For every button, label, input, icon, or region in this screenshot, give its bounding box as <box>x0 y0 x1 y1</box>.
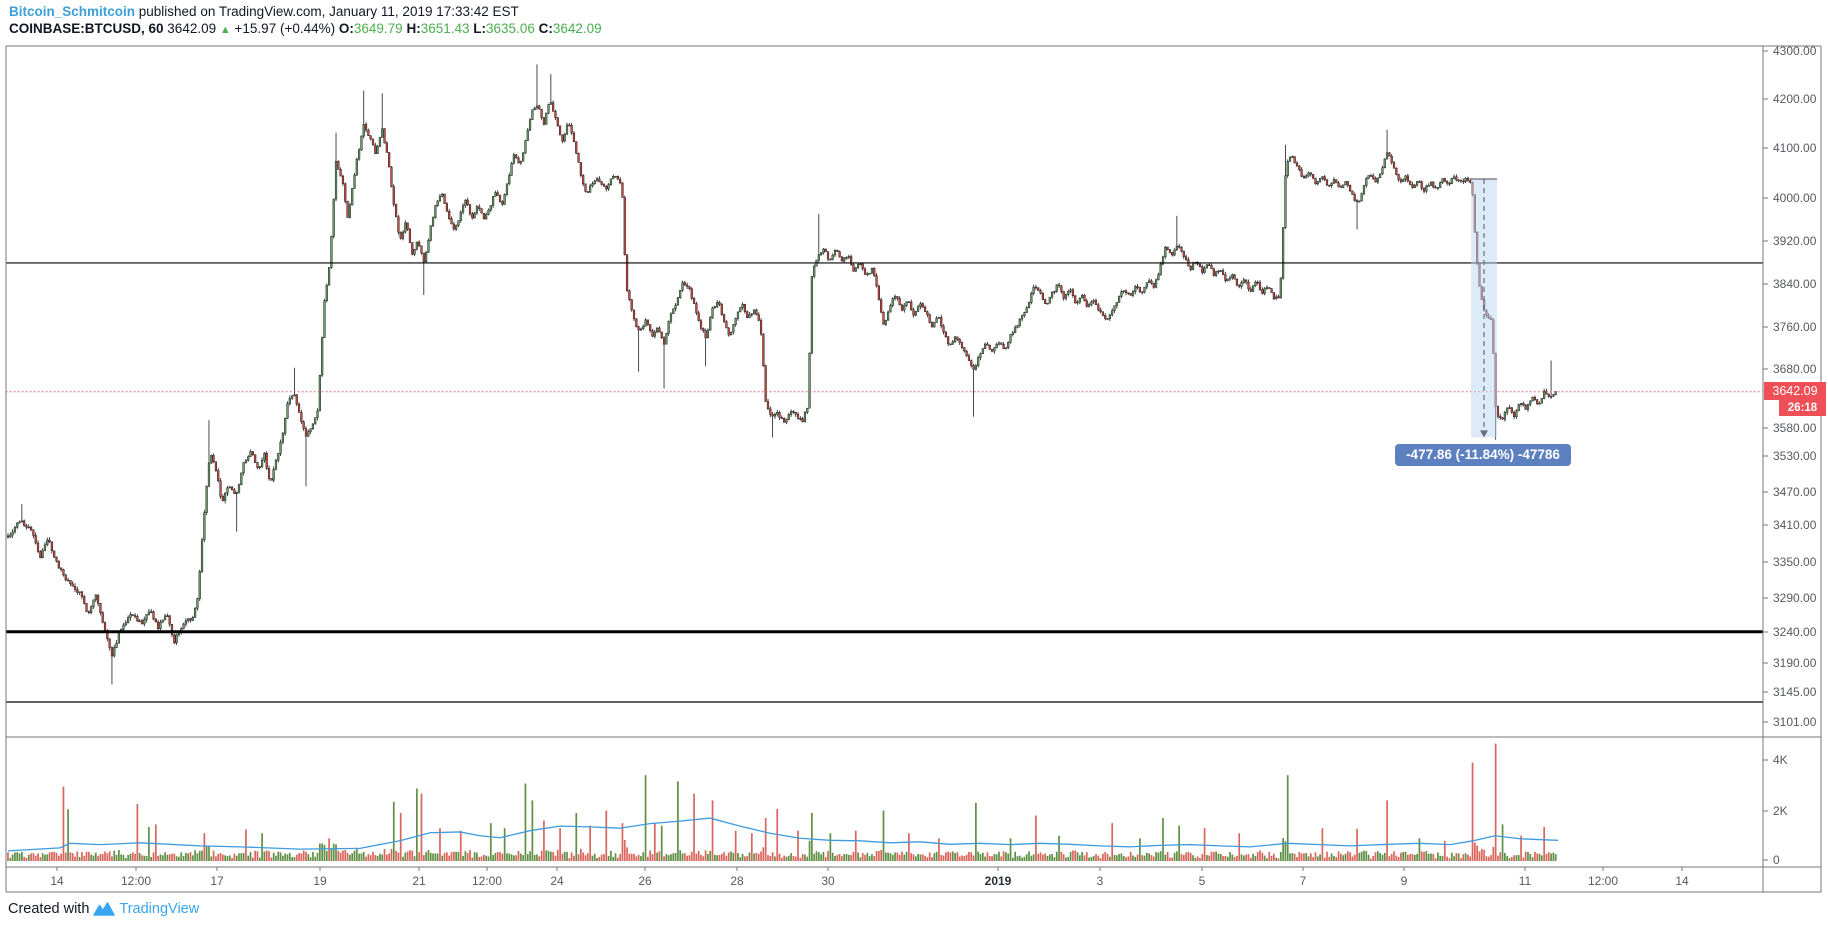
time-axis[interactable] <box>6 867 1763 892</box>
time-tick-label: 11 <box>1519 874 1532 888</box>
high-label: H: <box>406 21 421 36</box>
tradingview-brand-link[interactable]: TradingView <box>119 901 200 917</box>
open-value: 3649.79 <box>353 21 403 36</box>
price-tick-label: 3290.00 <box>1773 591 1817 605</box>
high-value: 3651.43 <box>420 21 470 36</box>
low-label: L: <box>473 21 487 36</box>
open-label: O: <box>338 21 354 36</box>
volume-layer <box>7 743 1557 861</box>
time-tick-label: 12:00 <box>472 874 502 888</box>
time-tick-label: 5 <box>1199 874 1206 888</box>
measure-tool[interactable] <box>1471 178 1497 438</box>
author-link[interactable]: Bitcoin_Schmitcoin <box>9 4 136 19</box>
tradingview-logo-icon <box>93 901 116 916</box>
price-tick-label: 3920.00 <box>1773 234 1817 248</box>
time-tick-label: 28 <box>730 874 744 888</box>
time-tick-label: 21 <box>412 874 426 888</box>
current-price-axis-label: 3642.09 <box>1764 382 1826 400</box>
time-tick-label: 14 <box>50 874 64 888</box>
price-tick-label: 3145.00 <box>1773 685 1817 699</box>
time-tick-label: 19 <box>313 874 327 888</box>
price-tick-label: 3350.00 <box>1773 555 1817 569</box>
price-tick-label: 3760.00 <box>1773 320 1817 334</box>
price-tick-label: 4100.00 <box>1773 141 1817 155</box>
price-tick-label: 3840.00 <box>1773 277 1817 291</box>
change-text: +15.97 (+0.44%) <box>234 21 336 36</box>
time-tick-label: 12:00 <box>121 874 151 888</box>
price-tick-label: 4000.00 <box>1773 191 1817 205</box>
close-label: C: <box>538 21 553 36</box>
publish-header: Bitcoin_Schmitcoin published on TradingV… <box>9 4 519 19</box>
time-tick-label: 2019 <box>985 874 1012 888</box>
last-price: 3642.09 <box>167 21 217 36</box>
low-value: 3635.06 <box>486 21 535 36</box>
price-tick-label: 3580.00 <box>1773 421 1817 435</box>
volume-tick-label: 4K <box>1773 753 1788 767</box>
time-tick-label: 3 <box>1097 874 1104 888</box>
created-with-text: Created with <box>8 901 90 917</box>
price-tick-label: 3190.00 <box>1773 656 1817 670</box>
time-tick-label: 7 <box>1300 874 1307 888</box>
bar-countdown-label: 26:18 <box>1779 400 1826 416</box>
time-tick-label: 26 <box>638 874 652 888</box>
up-arrow-icon: ▲ <box>219 24 231 36</box>
time-tick-label: 30 <box>821 874 835 888</box>
price-tick-label: 4200.00 <box>1773 92 1817 106</box>
volume-tick-label: 2K <box>1773 804 1788 818</box>
volume-ma-line <box>7 817 1559 852</box>
candles-layer <box>6 64 1557 685</box>
symbol-interval-label: COINBASE:BTCUSD, 60 <box>9 21 164 36</box>
close-value: 3642.09 <box>552 21 602 36</box>
price-tick-label: 3530.00 <box>1773 449 1817 463</box>
time-tick-label: 12:00 <box>1588 874 1618 888</box>
measure-tool-label: -477.86 (-11.84%) -47786 <box>1395 444 1571 466</box>
published-text: published on TradingView.com, January 11… <box>135 4 519 19</box>
price-tick-label: 3410.00 <box>1773 518 1817 532</box>
tradingview-watermark: Created with TradingView <box>8 901 199 917</box>
price-tick-label: 3680.00 <box>1773 362 1817 376</box>
time-tick-label: 14 <box>1675 874 1689 888</box>
price-tick-label: 3470.00 <box>1773 485 1817 499</box>
price-tick-label: 3240.00 <box>1773 625 1817 639</box>
time-tick-label: 24 <box>550 874 564 888</box>
price-tick-label: 4300.00 <box>1773 44 1817 58</box>
price-tick-label: 3101.00 <box>1773 715 1817 729</box>
volume-pane[interactable] <box>6 737 1763 867</box>
time-tick-label: 9 <box>1401 874 1408 888</box>
volume-tick-label: 0 <box>1773 853 1780 867</box>
time-tick-label: 17 <box>210 874 224 888</box>
symbol-header: COINBASE:BTCUSD, 60 3642.09 ▲ +15.97 (+0… <box>9 21 602 36</box>
